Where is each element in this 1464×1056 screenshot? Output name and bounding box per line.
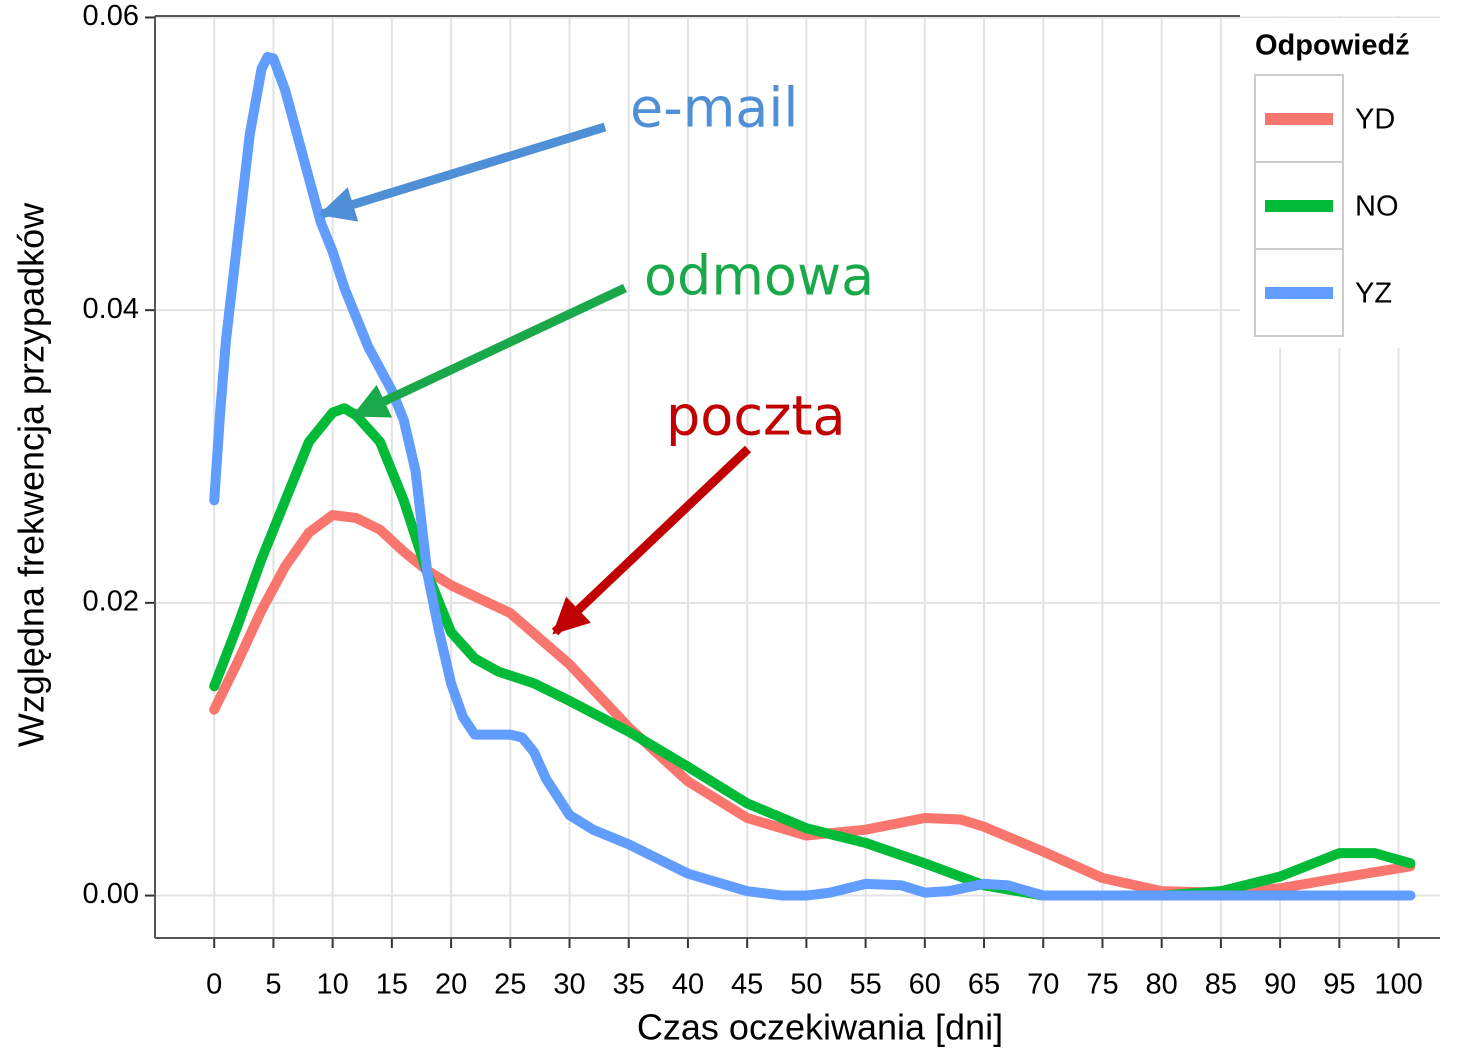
x-tick-label: 95 (1323, 969, 1355, 1001)
x-tick-label: 10 (317, 969, 349, 1001)
x-tick-label: 30 (553, 969, 585, 1001)
arrow (318, 122, 607, 222)
x-axis-label: Czas oczekiwania [dni] (637, 1007, 1003, 1048)
x-tick-label: 80 (1146, 969, 1178, 1001)
x-tick-label: 60 (909, 969, 941, 1001)
arrow (551, 445, 752, 636)
x-tick-label: 85 (1205, 969, 1237, 1001)
legend-label: YD (1355, 104, 1395, 136)
legend: Odpowiedź YD NO YZ (1240, 18, 1464, 348)
x-tick-label: 75 (1086, 969, 1118, 1001)
arrow (351, 283, 627, 420)
legend-label: YZ (1355, 278, 1392, 310)
annotation: poczta (666, 385, 846, 448)
y-tick-label: 0.02 (83, 586, 139, 618)
axes: 0 5 10 15 20 25 30 35 40 45 50 55 60 65 70 75 80 85 90 95 10… (83, 0, 1440, 1001)
y-tick-label: 0.00 (83, 878, 139, 910)
x-tick-label: 45 (731, 969, 763, 1001)
series-line (209, 51, 1416, 901)
annotation: odmowa (644, 245, 874, 308)
x-tick-label: 0 (206, 969, 222, 1001)
x-tick-label: 40 (672, 969, 704, 1001)
y-tick-label: 0.04 (83, 293, 139, 325)
x-tick-label: 25 (494, 969, 526, 1001)
x-tick-label: 100 (1374, 969, 1422, 1001)
x-tick-label: 20 (435, 969, 467, 1001)
annotation: e-mail (630, 77, 798, 140)
x-tick-label: 55 (849, 969, 881, 1001)
legend-label: NO (1355, 191, 1399, 223)
series-line (209, 403, 1416, 901)
y-tick-label: 0.06 (83, 0, 139, 32)
x-tick-label: 5 (265, 969, 281, 1001)
x-tick-label: 15 (376, 969, 408, 1001)
x-tick-label: 65 (968, 969, 1000, 1001)
legend-title: Odpowiedź (1255, 30, 1410, 62)
series-line (209, 510, 1416, 898)
x-tick-label: 90 (1264, 969, 1296, 1001)
x-tick-label: 35 (613, 969, 645, 1001)
y-axis-label: Względna frekwencja przypadków (11, 202, 52, 747)
lines (209, 51, 1416, 901)
x-tick-label: 70 (1027, 969, 1059, 1001)
x-tick-label: 50 (790, 969, 822, 1001)
